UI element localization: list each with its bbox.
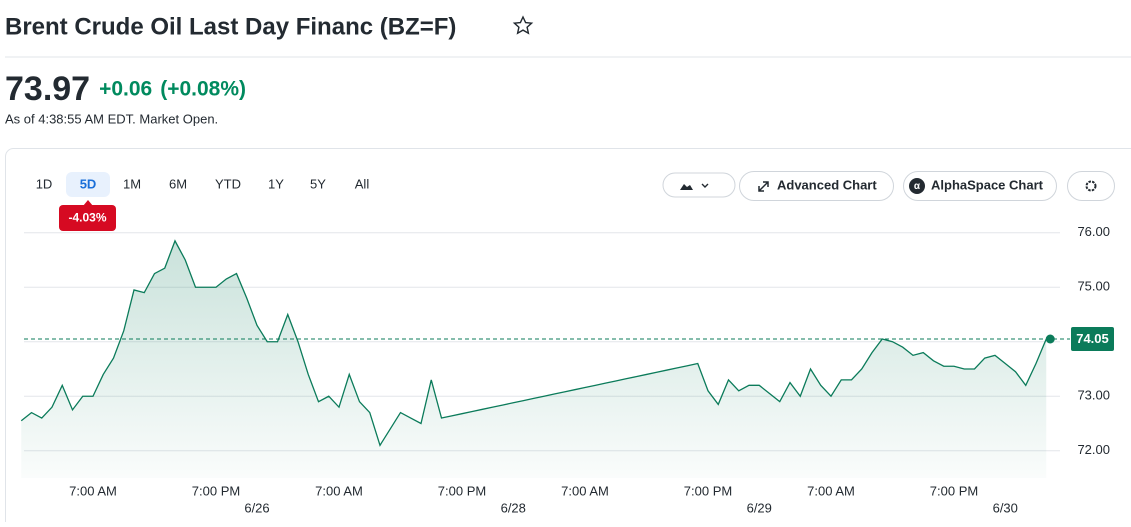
range-button[interactable]: YTD [215, 176, 241, 191]
range-button[interactable]: All [355, 176, 370, 191]
range-change: -4.03% [68, 211, 106, 225]
price-change: +0.06 [99, 78, 152, 101]
x-tick-label: 7:00 PM [930, 483, 978, 498]
x-tick-label: 7:00 PM [438, 483, 486, 498]
x-tick-label: 7:00 PM [192, 483, 240, 498]
x-date-label: 6/29 [747, 500, 772, 515]
watchlist-star[interactable] [514, 17, 531, 33]
range-button[interactable]: 5Y [310, 176, 326, 191]
quote-time: As of 4:38:55 AM EDT. Market Open. [5, 111, 218, 126]
x-tick-label: 7:00 AM [561, 483, 609, 498]
x-date-label: 6/28 [501, 500, 526, 515]
y-tick-label: 73.00 [1077, 388, 1110, 403]
y-tick-label: 75.00 [1077, 279, 1110, 294]
price: 73.97 [5, 70, 90, 108]
chart-type-button[interactable] [663, 173, 735, 197]
x-date-label: 6/30 [993, 500, 1018, 515]
button-label: AlphaSpace Chart [931, 177, 1044, 192]
page-title: Brent Crude Oil Last Day Financ (BZ=F) [5, 13, 456, 40]
range-button[interactable]: 1D [36, 176, 53, 191]
range-button[interactable]: 5D [80, 176, 97, 191]
x-tick-label: 7:00 AM [315, 483, 363, 498]
last-point [1046, 335, 1055, 344]
x-tick-label: 7:00 AM [807, 483, 855, 498]
x-tick-label: 7:00 AM [69, 483, 117, 498]
button-label: Advanced Chart [777, 177, 877, 192]
y-tick-label: 76.00 [1077, 224, 1110, 239]
x-tick-label: 7:00 PM [684, 483, 732, 498]
range-button[interactable]: 1Y [268, 176, 284, 191]
range-button[interactable]: 6M [169, 176, 187, 191]
range-button[interactable]: 1M [123, 176, 141, 191]
settings-button[interactable] [1068, 172, 1115, 201]
alphaspace-icon-glyph: α [914, 181, 921, 192]
x-date-label: 6/26 [244, 500, 269, 515]
current-price-label: 74.05 [1076, 331, 1109, 346]
y-tick-label: 72.00 [1077, 442, 1110, 457]
price-change-percent: (+0.08%) [160, 78, 246, 101]
